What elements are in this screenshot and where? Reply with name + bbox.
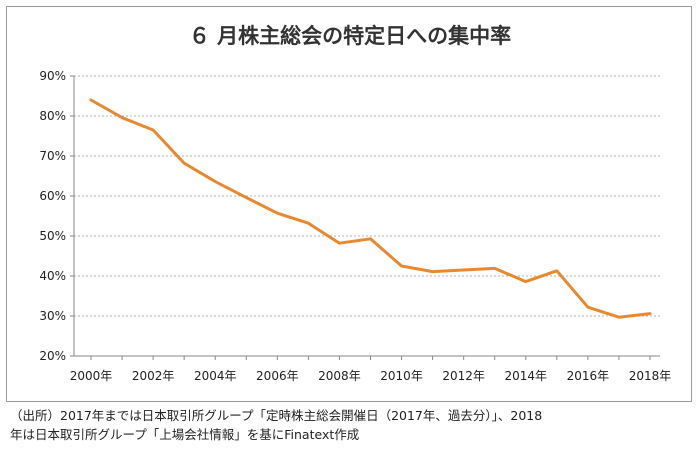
x-tick-label: 2004年 xyxy=(194,369,237,383)
y-tick-label: 80% xyxy=(39,109,66,123)
grid-lines xyxy=(74,75,660,317)
y-tick-label: 60% xyxy=(39,189,66,203)
series-group xyxy=(89,98,652,319)
x-tick-label: 2006年 xyxy=(256,369,299,383)
x-tick-label: 2016年 xyxy=(567,369,610,383)
y-tick-label: 50% xyxy=(39,229,66,243)
x-tick-label: 2008年 xyxy=(318,369,361,383)
chart-frame xyxy=(6,6,692,402)
y-tick-label: 70% xyxy=(39,149,66,163)
x-tick-label: 2010年 xyxy=(380,369,423,383)
x-tick-label: 2018年 xyxy=(629,369,672,383)
caption-line-1: （出所）2017年までは日本取引所グループ「定時株主総会開催日（2017年、過去… xyxy=(10,408,543,423)
x-tick-label: 2000年 xyxy=(70,369,113,383)
y-tick-label: 90% xyxy=(39,69,66,83)
y-axis: 20% 30% 40% 50% 60% 70% 80% 90% xyxy=(39,69,75,363)
y-tick-label: 20% xyxy=(39,349,66,363)
series-line xyxy=(89,98,652,319)
y-tick-label: 30% xyxy=(39,309,66,323)
x-tick-label: 2012年 xyxy=(442,369,485,383)
caption-line-2: 年は日本取引所グループ「上場会社情報」を基にFinatext作成 xyxy=(10,427,360,442)
x-tick-label: 2002年 xyxy=(132,369,175,383)
source-caption: （出所）2017年までは日本取引所グループ「定時株主総会開催日（2017年、過去… xyxy=(10,406,694,444)
y-tick-label: 40% xyxy=(39,269,66,283)
x-axis: 2000年 2002年 2004年 2006年 2008年 2010年 2012年 2014年… xyxy=(70,355,672,383)
x-tick-label: 2014年 xyxy=(505,369,548,383)
chart-title: ６ 月株主総会の特定日への集中率 xyxy=(188,24,512,48)
